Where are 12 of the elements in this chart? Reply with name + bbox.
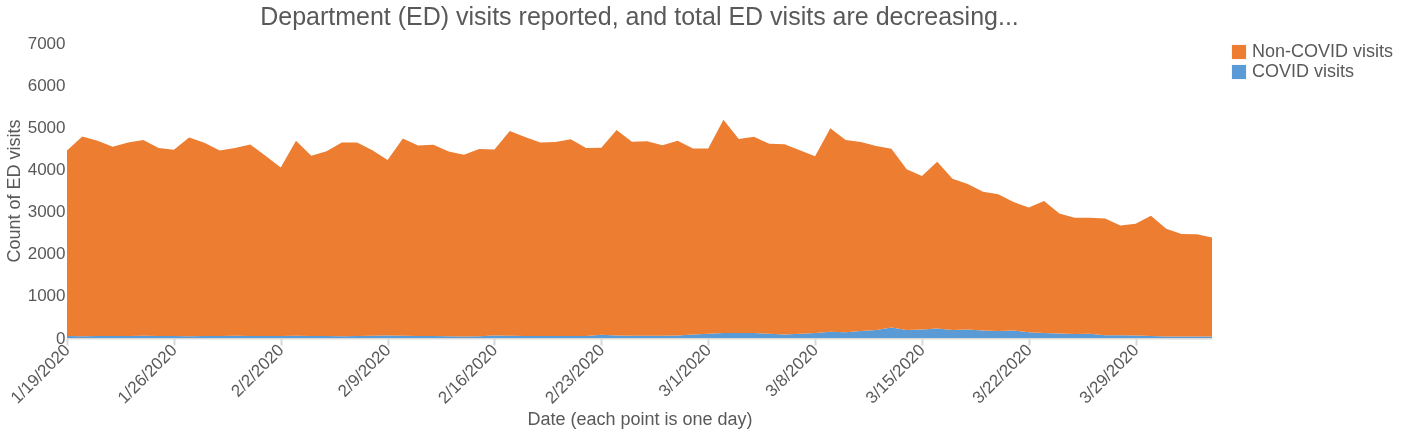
y-tick-label: 5000: [27, 117, 66, 137]
y-tick-label: 6000: [27, 75, 66, 95]
legend-label: Non-COVID visits: [1252, 41, 1394, 61]
y-tick-label: 2000: [27, 244, 66, 264]
x-axis-title: Date (each point is one day): [527, 408, 753, 429]
chart-title: Department (ED) visits reported, and total ED visits are decreasing...: [260, 2, 1019, 30]
y-tick-label: 3000: [27, 202, 66, 222]
legend-label: COVID visits: [1252, 61, 1355, 81]
y-tick-label: 1000: [27, 286, 66, 306]
y-tick-label: 4000: [27, 159, 66, 179]
y-tick-label: 7000: [27, 33, 66, 53]
y-axis-title: Count of ED visits: [3, 119, 24, 263]
